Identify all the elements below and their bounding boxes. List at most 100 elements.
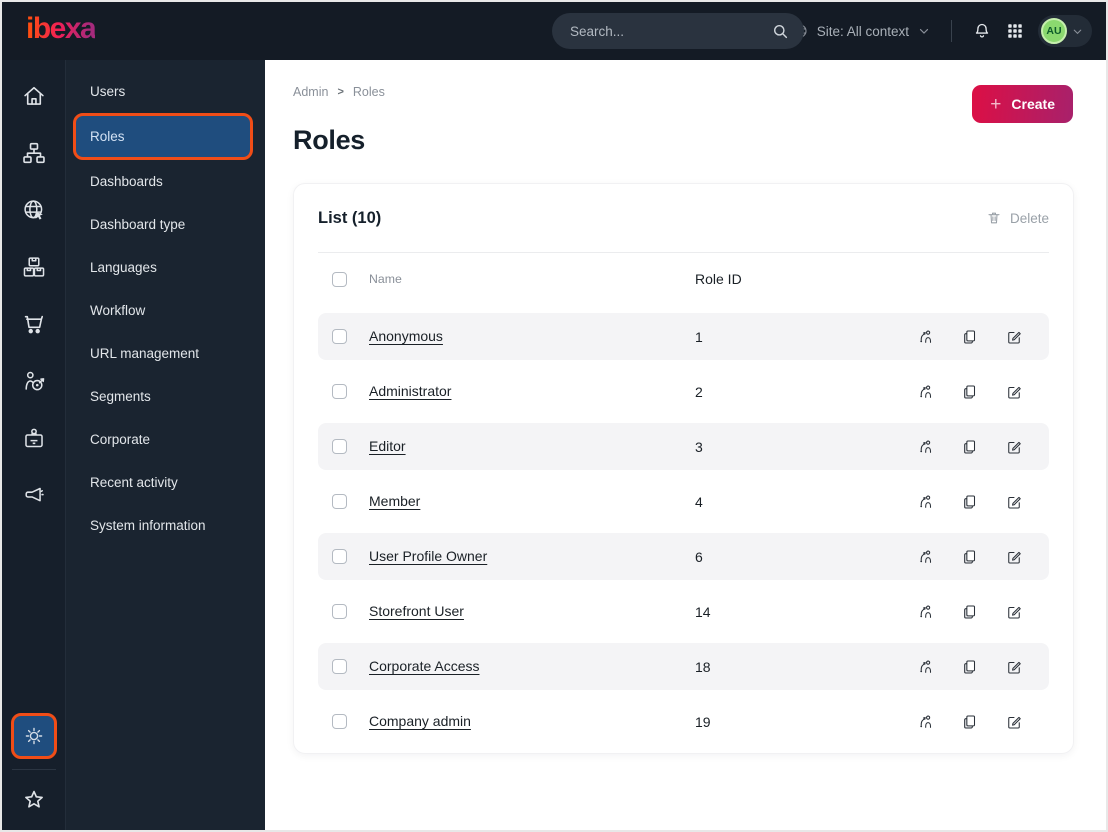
select-all-checkbox[interactable]: [332, 271, 347, 287]
edit-button[interactable]: [1005, 658, 1023, 676]
copy-button[interactable]: [961, 548, 979, 566]
role-name-link[interactable]: Storefront User: [369, 602, 464, 619]
copy-icon: [961, 438, 979, 456]
edit-button[interactable]: [1005, 328, 1023, 346]
role-name-link[interactable]: Editor: [369, 437, 406, 454]
rail-item-home[interactable]: [14, 76, 54, 116]
row-checkbox[interactable]: [332, 604, 347, 619]
global-search[interactable]: [552, 13, 804, 49]
sidebar-item-recent-activity[interactable]: Recent activity: [66, 461, 265, 504]
notifications-button[interactable]: [972, 21, 992, 41]
rail-item-commerce[interactable]: [14, 304, 54, 344]
assign-users-button[interactable]: [917, 713, 935, 731]
role-name-link[interactable]: Administrator: [369, 382, 452, 399]
role-name-link[interactable]: Member: [369, 492, 421, 509]
edit-button[interactable]: [1005, 493, 1023, 511]
rail-item-engagement[interactable]: [14, 475, 54, 515]
gear-icon: [22, 724, 46, 748]
sidebar-item-dashboards[interactable]: Dashboards: [66, 160, 265, 203]
rail-item-site[interactable]: [14, 190, 54, 230]
delete-button-label: Delete: [1009, 210, 1049, 226]
sidebar-item-roles[interactable]: Roles: [73, 113, 253, 160]
grid-icon: [1006, 22, 1024, 40]
edit-icon: [1005, 438, 1023, 456]
sidebar-menu-item-label: Languages: [90, 260, 157, 275]
copy-button[interactable]: [961, 713, 979, 731]
ibexa-logo: ibexa: [26, 14, 97, 48]
edit-button[interactable]: [1005, 383, 1023, 401]
rail-separator: [11, 769, 56, 770]
rail-item-admin-active[interactable]: [10, 713, 57, 759]
rail-item-bookmarks[interactable]: [14, 780, 54, 820]
row-checkbox[interactable]: [332, 714, 347, 729]
table-header-row: Name Role ID: [318, 253, 1049, 305]
assign-users-button[interactable]: [917, 438, 935, 456]
table-row: Editor 3: [318, 423, 1049, 470]
sidebar-item-users[interactable]: Users: [66, 70, 265, 113]
search-input[interactable]: [570, 23, 771, 39]
copy-button[interactable]: [961, 658, 979, 676]
role-name-link[interactable]: User Profile Owner: [369, 547, 488, 564]
search-icon[interactable]: [771, 22, 790, 41]
copy-icon: [961, 548, 979, 566]
edit-button[interactable]: [1005, 438, 1023, 456]
table-row: User Profile Owner 6: [318, 533, 1049, 580]
app-switcher-button[interactable]: [1006, 22, 1024, 40]
edit-icon: [1005, 548, 1023, 566]
breadcrumb-separator: >: [337, 86, 344, 98]
rail-item-content-structure[interactable]: [14, 133, 54, 173]
edit-button[interactable]: [1005, 713, 1023, 731]
role-id-value: 14: [695, 603, 711, 620]
delete-button[interactable]: Delete: [986, 210, 1049, 226]
copy-button[interactable]: [961, 328, 979, 346]
assign-users-button[interactable]: [917, 328, 935, 346]
sidebar-item-url-management[interactable]: URL management: [66, 332, 265, 375]
breadcrumb-item-admin[interactable]: Admin: [293, 85, 329, 99]
role-id-value: 1: [695, 328, 703, 345]
copy-button[interactable]: [961, 493, 979, 511]
role-id-value: 6: [695, 548, 703, 565]
row-checkbox[interactable]: [332, 384, 347, 399]
copy-button[interactable]: [961, 603, 979, 621]
sidebar-item-corporate[interactable]: Corporate: [66, 418, 265, 461]
megaphone-icon: [21, 482, 47, 508]
row-checkbox[interactable]: [332, 439, 347, 454]
avatar: AU: [1041, 18, 1067, 44]
copy-button[interactable]: [961, 438, 979, 456]
row-checkbox[interactable]: [332, 549, 347, 564]
assign-users-button[interactable]: [917, 493, 935, 511]
edit-icon: [1005, 383, 1023, 401]
sidebar-item-languages[interactable]: Languages: [66, 246, 265, 289]
sidebar-item-segments[interactable]: Segments: [66, 375, 265, 418]
rail-item-marketing[interactable]: [14, 361, 54, 401]
site-context-selector[interactable]: Site: All context: [791, 22, 931, 40]
row-checkbox[interactable]: [332, 659, 347, 674]
sidebar-menu-item-label: System information: [90, 518, 206, 533]
copy-button[interactable]: [961, 383, 979, 401]
row-checkbox[interactable]: [332, 329, 347, 344]
sidebar-item-system-information[interactable]: System information: [66, 504, 265, 547]
edit-button[interactable]: [1005, 548, 1023, 566]
rail-item-products[interactable]: [14, 247, 54, 287]
breadcrumb-item-roles[interactable]: Roles: [352, 85, 385, 99]
row-checkbox[interactable]: [332, 494, 347, 509]
sidebar-item-workflow[interactable]: Workflow: [66, 289, 265, 332]
table-row: Company admin 19: [318, 698, 1049, 745]
assign-users-button[interactable]: [917, 548, 935, 566]
create-button[interactable]: + Create: [972, 85, 1073, 123]
role-name-link[interactable]: Company admin: [369, 712, 471, 729]
user-menu[interactable]: AU: [1038, 15, 1092, 47]
sidebar-item-dashboard-type[interactable]: Dashboard type: [66, 203, 265, 246]
sidebar-menu-item-label: Corporate: [90, 432, 151, 447]
edit-button[interactable]: [1005, 603, 1023, 621]
assign-users-button[interactable]: [917, 658, 935, 676]
chevron-down-icon: [1071, 25, 1084, 38]
rail-item-corporate[interactable]: [14, 418, 54, 458]
assign-users-button[interactable]: [917, 603, 935, 621]
assign-users-button[interactable]: [917, 383, 935, 401]
boxes-icon: [21, 254, 47, 280]
assign-users-icon: [917, 493, 935, 511]
role-id-value: 2: [695, 383, 703, 400]
role-name-link[interactable]: Corporate Access: [369, 657, 480, 674]
role-name-link[interactable]: Anonymous: [369, 327, 443, 344]
